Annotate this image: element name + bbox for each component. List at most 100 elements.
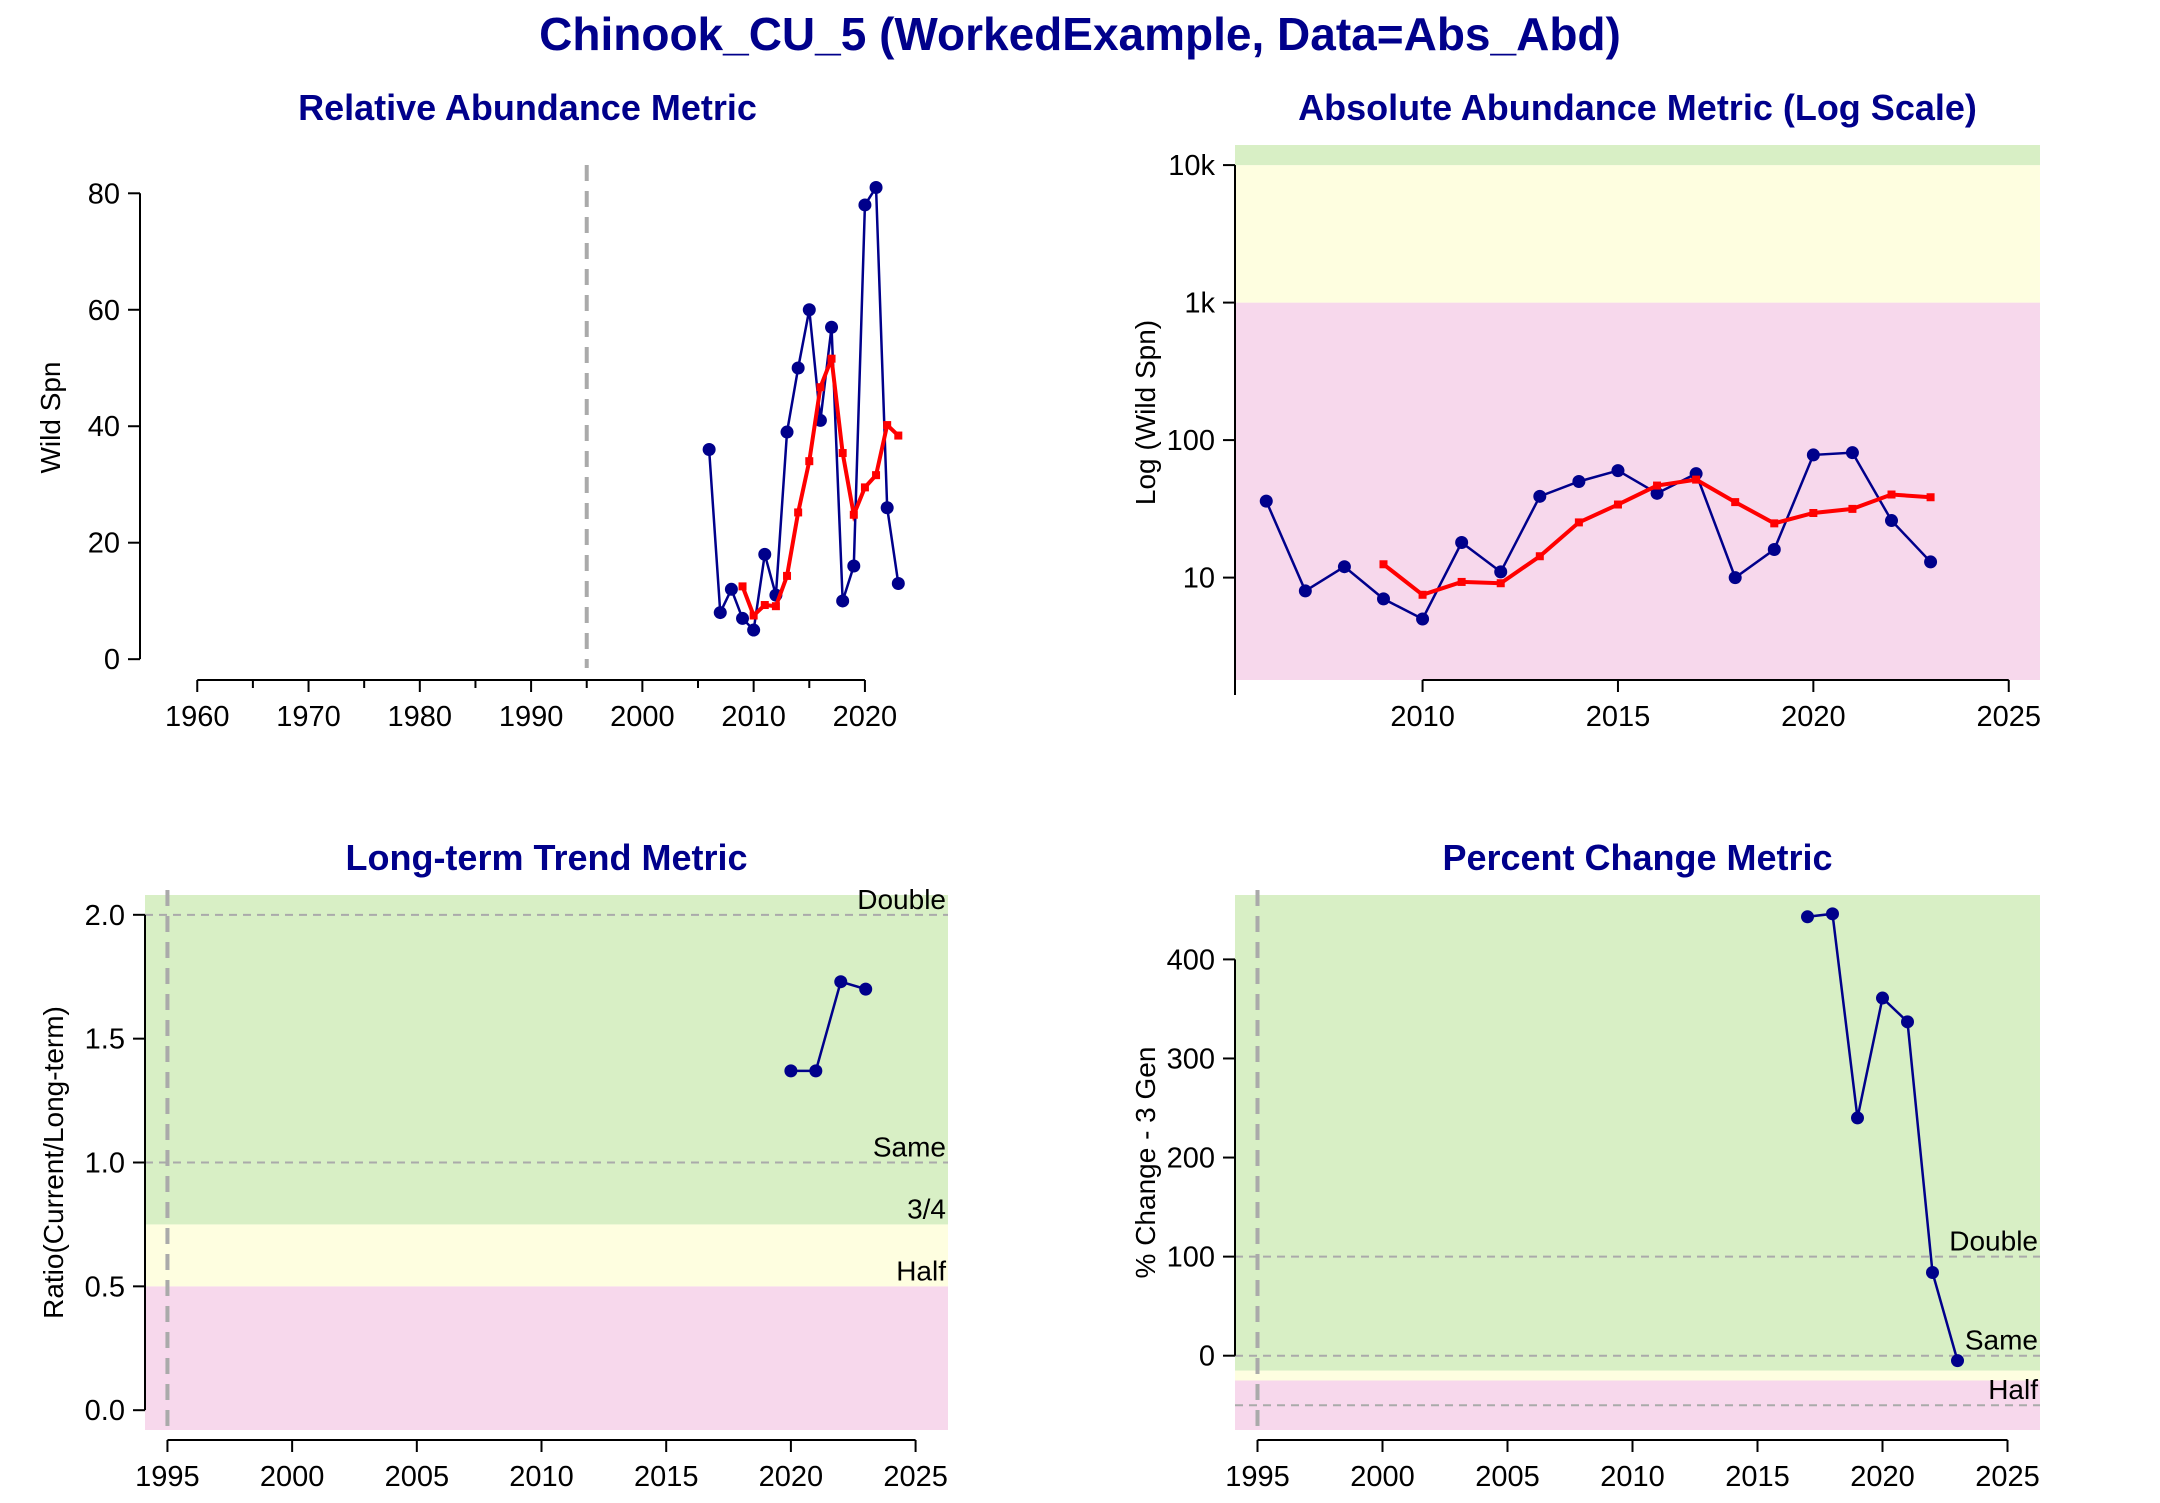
panel-title: Absolute Abundance Metric (Log Scale) xyxy=(1298,87,1977,128)
x-tick-label: 1990 xyxy=(499,701,564,733)
ref-label: Double xyxy=(857,884,946,915)
zone-yellow xyxy=(145,1224,948,1287)
y-tick-label: 20 xyxy=(88,528,120,560)
data-point xyxy=(1376,592,1390,606)
y-tick-label: 1k xyxy=(1184,288,1215,320)
data-point xyxy=(780,425,794,439)
data-point xyxy=(758,547,772,561)
x-tick-label: 2025 xyxy=(1975,1461,2040,1493)
ref-label: Half xyxy=(896,1255,946,1286)
y-tick-label: 1.0 xyxy=(85,1148,125,1180)
running-mean-point xyxy=(860,483,869,492)
y-tick-label: 10 xyxy=(1183,563,1215,595)
data-point xyxy=(834,975,848,989)
running-mean-point xyxy=(838,449,847,458)
data-point xyxy=(1826,907,1839,921)
x-tick-label: 2010 xyxy=(721,701,786,733)
x-tick-label: 2000 xyxy=(1350,1461,1415,1493)
running-mean-point xyxy=(1809,508,1818,517)
data-point xyxy=(1951,1354,1964,1368)
x-tick-label: 2015 xyxy=(634,1461,699,1493)
panel-relative-abundance: Relative Abundance Metric 0 20 40 60 80 1960 19… xyxy=(35,87,905,733)
running-mean-point xyxy=(749,611,758,620)
running-mean-point xyxy=(1848,504,1857,513)
running-mean-point xyxy=(738,582,747,591)
ref-label: 3/4 xyxy=(907,1193,946,1224)
y-tick-label: 40 xyxy=(88,411,120,443)
data-point xyxy=(836,594,850,608)
data-point xyxy=(1533,489,1547,503)
x-tick-label: 2025 xyxy=(883,1461,948,1493)
running-mean-point xyxy=(827,354,836,363)
data-point xyxy=(1298,584,1312,598)
ref-label: Same xyxy=(873,1132,946,1163)
x-tick-label: 2020 xyxy=(759,1461,824,1493)
panel-title: Long-term Trend Metric xyxy=(345,837,747,878)
y-tick-label: 1.5 xyxy=(85,1024,125,1056)
running-mean-point xyxy=(771,602,780,611)
data-point xyxy=(1806,448,1820,462)
y-tick-label: 300 xyxy=(1167,1043,1215,1075)
data-point xyxy=(1885,514,1899,528)
data-point xyxy=(1611,464,1625,478)
x-tick-label: 2000 xyxy=(260,1461,325,1493)
running-mean-point xyxy=(1926,493,1935,502)
y-axis-label: % Change - 3 Gen xyxy=(1130,1047,1161,1279)
zone-green xyxy=(1235,145,2040,166)
x-tick-label: 2010 xyxy=(1600,1461,1665,1493)
series-line xyxy=(790,980,867,1073)
zone-yellow xyxy=(1235,1370,2040,1381)
running-mean-point xyxy=(1418,590,1427,599)
ref-label: Double xyxy=(1949,1226,2038,1257)
x-tick-label: 2020 xyxy=(1850,1461,1915,1493)
running-mean-point xyxy=(872,471,881,480)
data-point xyxy=(784,1064,798,1078)
running-mean-point xyxy=(1535,552,1544,561)
data-point xyxy=(802,303,816,317)
zone-green xyxy=(1235,895,2040,1371)
x-tick-label: 1980 xyxy=(388,701,453,733)
y-tick-label: 400 xyxy=(1167,944,1215,976)
running-mean-point xyxy=(760,601,769,610)
data-point xyxy=(1416,612,1430,626)
data-point xyxy=(1650,486,1664,500)
x-tick-label: 1995 xyxy=(1225,1461,1290,1493)
data-point xyxy=(1901,1015,1914,1029)
zone-red xyxy=(1235,302,2040,680)
data-point xyxy=(1455,535,1469,549)
running-mean-point xyxy=(849,510,858,519)
y-tick-label: 0.0 xyxy=(85,1395,125,1427)
x-tick-label: 1970 xyxy=(276,701,341,733)
x-tick-label: 2020 xyxy=(833,701,898,733)
data-point xyxy=(1845,446,1859,460)
running-mean-point xyxy=(1574,518,1583,527)
data-point xyxy=(1572,474,1586,488)
running-mean-point xyxy=(1770,519,1779,528)
y-tick-label: 60 xyxy=(88,295,120,327)
x-tick-label: 1995 xyxy=(135,1461,200,1493)
running-mean-point xyxy=(1887,490,1896,499)
data-point xyxy=(736,611,750,625)
y-tick-label: 100 xyxy=(1167,425,1215,457)
x-tick-label: 2005 xyxy=(385,1461,450,1493)
data-point xyxy=(1876,991,1889,1005)
data-point xyxy=(825,320,839,334)
data-point xyxy=(869,180,883,194)
panel-percent-change: Percent Change Metric Double Same Half 0 100 2… xyxy=(1130,837,2040,1493)
running-mean-point xyxy=(1692,475,1701,484)
data-point xyxy=(713,606,727,620)
x-tick-label: 1960 xyxy=(165,701,230,733)
series-running-mean-line xyxy=(740,357,900,620)
data-point xyxy=(858,198,872,212)
data-point xyxy=(1767,543,1781,557)
x-tick-label: 2015 xyxy=(1586,701,1651,733)
data-point xyxy=(859,982,873,996)
data-point xyxy=(1801,910,1814,924)
y-axis-label: Log (Wild Spn) xyxy=(1130,320,1161,505)
data-point xyxy=(891,576,905,590)
running-mean-point xyxy=(805,457,814,466)
zone-yellow xyxy=(1235,165,2040,303)
data-point xyxy=(791,361,805,375)
y-tick-label: 80 xyxy=(88,178,120,210)
